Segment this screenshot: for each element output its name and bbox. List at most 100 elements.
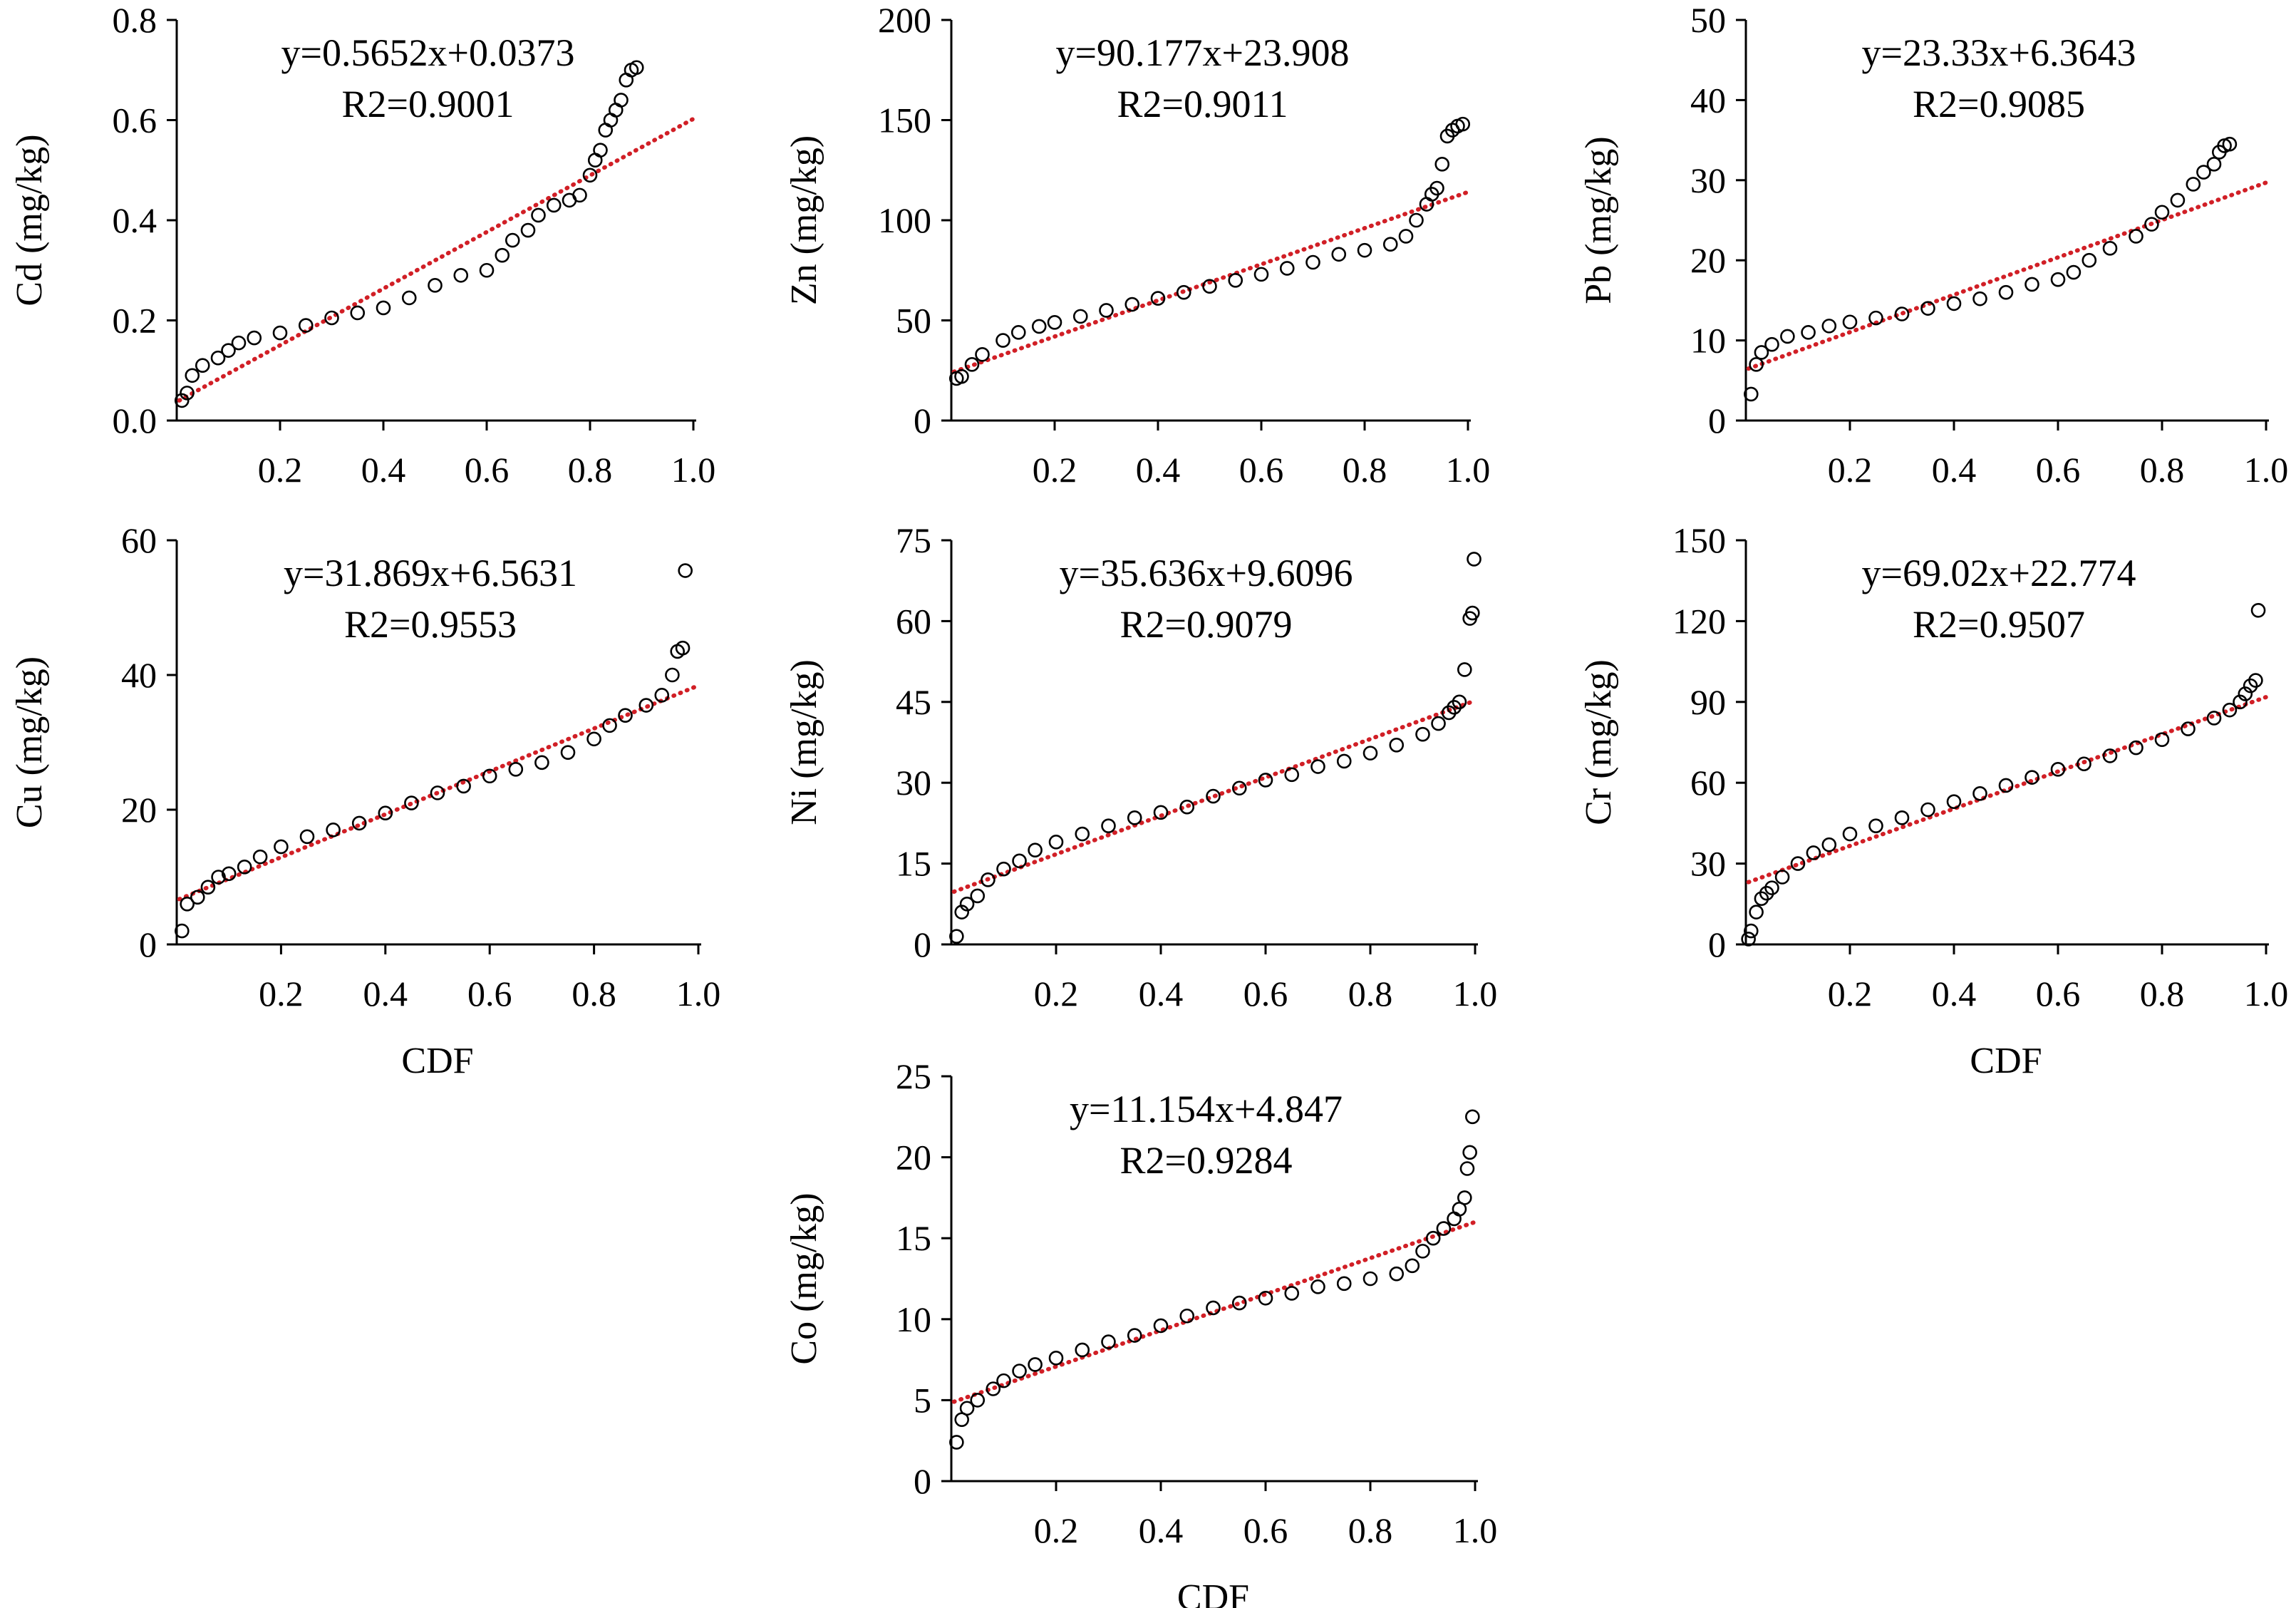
data-point xyxy=(638,698,654,713)
y-tick-label: 150 xyxy=(1672,520,1726,560)
data-point xyxy=(996,1373,1011,1388)
data-point xyxy=(1457,1190,1472,1205)
data-point xyxy=(350,305,366,321)
data-point xyxy=(1434,157,1450,172)
equation-label: y=31.869x+6.5631 xyxy=(284,552,577,594)
data-point xyxy=(1153,1318,1169,1334)
y-axis-title: Pb (mg/kg) xyxy=(1578,136,1619,304)
data-point xyxy=(1101,818,1116,833)
data-point xyxy=(298,318,314,333)
data-point xyxy=(351,815,367,831)
x-tick-label: 0.4 xyxy=(1932,450,1977,490)
fit-line xyxy=(951,698,1477,895)
data-point xyxy=(981,872,996,887)
r2-label: R2=0.9011 xyxy=(1117,83,1288,125)
data-point xyxy=(1749,357,1764,372)
data-point xyxy=(1153,805,1169,820)
data-point xyxy=(1790,856,1806,871)
data-point xyxy=(654,688,670,703)
data-point xyxy=(428,278,443,293)
equation-label: y=35.636x+9.6096 xyxy=(1060,552,1353,594)
data-point xyxy=(1176,284,1191,300)
data-point xyxy=(1998,284,2014,300)
y-tick-label: 75 xyxy=(896,520,931,560)
data-point xyxy=(1075,826,1090,842)
y-tick-label: 0 xyxy=(1708,924,1726,964)
data-point xyxy=(1124,297,1140,312)
data-point xyxy=(324,310,339,326)
data-point xyxy=(629,60,644,76)
data-point xyxy=(1206,788,1221,804)
r2-label: R2=0.9553 xyxy=(344,603,517,646)
data-point xyxy=(2196,165,2211,180)
r2-label: R2=0.9085 xyxy=(1913,83,2085,125)
data-point xyxy=(1206,1300,1221,1316)
x-tick-label: 0.2 xyxy=(1828,974,1873,1014)
data-point xyxy=(1972,291,1987,306)
data-point xyxy=(1179,1308,1195,1324)
data-point xyxy=(1894,810,1910,825)
data-point xyxy=(1389,1266,1405,1282)
data-point xyxy=(1946,794,1962,809)
data-point xyxy=(1744,923,1759,939)
fit-line xyxy=(1746,180,2268,371)
data-point xyxy=(2066,264,2082,280)
x-axis-title: CDF xyxy=(401,1041,473,1081)
data-point xyxy=(1258,1290,1273,1306)
y-axis-title: Zn (mg/kg) xyxy=(784,135,824,305)
data-point xyxy=(174,393,190,408)
data-point xyxy=(2154,205,2170,220)
y-tick-label: 20 xyxy=(896,1138,931,1177)
data-point xyxy=(495,247,510,263)
data-point xyxy=(1075,1342,1090,1358)
data-point xyxy=(986,1381,1001,1396)
data-point xyxy=(1202,279,1217,294)
y-tick-label: 0.4 xyxy=(113,200,157,240)
data-point xyxy=(1072,309,1088,324)
data-point xyxy=(1310,1279,1325,1294)
fit-line xyxy=(951,1220,1477,1404)
data-point xyxy=(376,300,391,316)
data-point xyxy=(1331,247,1347,262)
y-tick-label: 0 xyxy=(914,401,931,440)
data-point xyxy=(1764,880,1779,895)
data-point xyxy=(1946,296,1962,311)
x-tick-label: 0.4 xyxy=(1932,974,1977,1014)
equation-label: y=23.33x+6.3643 xyxy=(1862,31,2136,74)
data-point xyxy=(1336,753,1352,769)
data-point xyxy=(299,829,315,845)
panel-cd: 0.0 0.2 0.4 0.6 0.8 0.2 0.4 0.6 0.8 1.0 Cd (mg/kg)… xyxy=(9,0,715,490)
x-tick-label: 1.0 xyxy=(2244,974,2289,1014)
equation-label: y=11.154x+4.847 xyxy=(1070,1088,1343,1130)
data-point xyxy=(221,866,237,882)
data-point xyxy=(1415,1244,1430,1259)
data-point xyxy=(614,93,629,108)
data-point xyxy=(2077,756,2091,772)
data-point xyxy=(531,207,546,223)
data-point xyxy=(2186,177,2201,192)
data-point xyxy=(231,335,247,351)
data-point xyxy=(1284,1286,1300,1301)
data-point xyxy=(1972,786,1987,801)
data-point xyxy=(1920,802,1935,818)
data-point xyxy=(2024,277,2039,292)
y-tick-label: 50 xyxy=(1690,0,1726,40)
data-point xyxy=(1310,759,1325,774)
data-point xyxy=(2129,229,2144,244)
data-point xyxy=(678,563,693,578)
x-tick-label: 0.8 xyxy=(1348,1510,1393,1550)
y-tick-label: 100 xyxy=(878,200,931,240)
data-point xyxy=(2102,241,2118,256)
y-axis-title: Cd (mg/kg) xyxy=(9,134,50,306)
y-tick-label: 20 xyxy=(121,790,157,830)
data-point xyxy=(1405,1258,1420,1274)
panel-ni: 0 15 30 45 60 75 0.2 0.4 0.6 0.8 1.0 Ni (mg/kg) y=35… xyxy=(784,520,1497,1014)
data-point xyxy=(593,143,608,158)
data-point xyxy=(1998,778,2014,793)
data-point xyxy=(2170,192,2186,208)
data-point xyxy=(1047,315,1062,330)
x-tick-label: 1.0 xyxy=(1446,450,1491,490)
data-point xyxy=(949,929,964,944)
data-point xyxy=(2238,686,2253,701)
data-point xyxy=(1759,885,1774,901)
